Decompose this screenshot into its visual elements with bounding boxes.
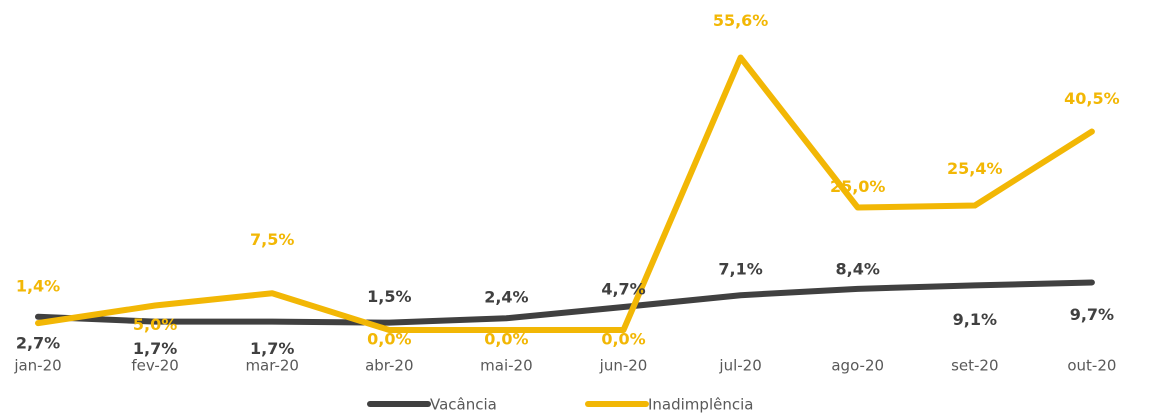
data-label: 25,4% [947,159,1003,178]
data-label: 7,1% [718,260,762,279]
x-tick-label: fev-20 [131,357,178,375]
x-tick-label: set-20 [951,357,998,375]
legend-label: Vacância [430,396,497,414]
data-label: 1,7% [250,339,294,358]
data-label: 1,5% [367,287,411,306]
data-line [35,279,1095,326]
x-tick-label: jan-20 [13,357,61,375]
data-line [35,54,1095,333]
x-tick-label: out-20 [1067,357,1116,375]
data-label: 8,4% [836,259,880,278]
x-tick-label: ago-20 [831,357,884,375]
data-label: 1,4% [16,277,60,296]
data-label: 1,7% [133,339,177,358]
data-label: 55,6% [713,11,769,30]
data-label: 40,5% [1064,89,1120,108]
x-tick-label: abr-20 [365,357,413,375]
data-label: 0,0% [601,330,645,349]
x-tick-label: jul-20 [718,357,761,375]
data-label: 25,0% [830,177,886,196]
data-label: 5,0% [133,315,177,334]
data-label: 0,0% [484,330,528,349]
x-tick-label: jun-20 [599,357,648,375]
x-tick-label: mar-20 [245,357,299,375]
data-label: 4,7% [601,279,645,298]
data-label: 7,5% [250,230,294,249]
data-label: 9,7% [1070,305,1114,324]
x-tick-label: mai-20 [480,357,532,375]
data-label: 9,1% [953,310,997,329]
data-label: 2,7% [16,333,60,352]
data-label: 0,0% [367,330,411,349]
data-label: 2,4% [484,288,528,307]
legend-label: Inadimplência [648,396,753,414]
